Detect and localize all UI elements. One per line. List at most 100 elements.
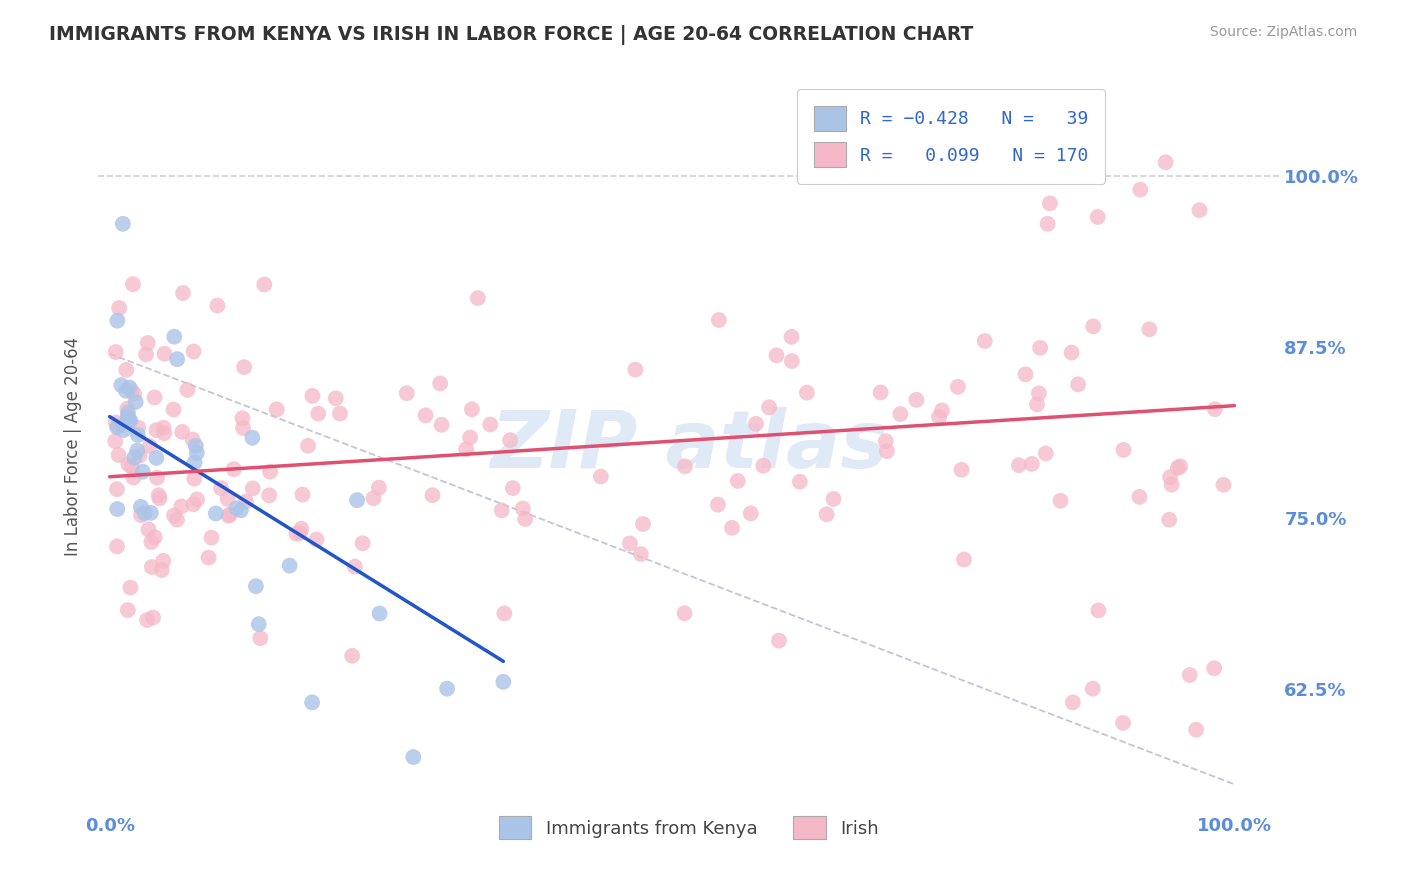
Point	[707, 313, 730, 327]
Point	[105, 482, 128, 496]
Point	[183, 497, 205, 511]
Point	[1137, 322, 1160, 336]
Point	[415, 409, 437, 423]
Point	[346, 493, 368, 508]
Point	[105, 540, 128, 554]
Point	[242, 482, 264, 496]
Point	[120, 384, 142, 398]
Point	[768, 633, 790, 648]
Point	[876, 444, 898, 458]
Point	[1154, 155, 1177, 169]
Point	[307, 407, 329, 421]
Point	[1049, 493, 1071, 508]
Point	[479, 417, 502, 432]
Point	[233, 360, 256, 375]
Point	[197, 550, 219, 565]
Point	[1028, 386, 1050, 401]
Point	[146, 471, 169, 485]
Point	[129, 500, 152, 514]
Point	[253, 277, 276, 292]
Point	[823, 491, 845, 506]
Point	[1039, 196, 1062, 211]
Point	[1185, 723, 1208, 737]
Point	[1035, 446, 1057, 460]
Legend: Immigrants from Kenya, Irish: Immigrants from Kenya, Irish	[485, 802, 893, 854]
Point	[105, 502, 128, 516]
Point	[1159, 513, 1181, 527]
Point	[305, 533, 328, 547]
Point	[946, 380, 969, 394]
Point	[104, 434, 127, 449]
Point	[141, 535, 163, 549]
Point	[624, 362, 647, 376]
Point	[343, 559, 366, 574]
Point	[184, 439, 207, 453]
Point	[134, 506, 156, 520]
Point	[1204, 661, 1226, 675]
Point	[152, 554, 174, 568]
Point	[368, 607, 391, 621]
Point	[1021, 457, 1043, 471]
Point	[127, 443, 149, 458]
Point	[789, 475, 811, 489]
Point	[467, 291, 489, 305]
Y-axis label: In Labor Force | Age 20-64: In Labor Force | Age 20-64	[65, 336, 83, 556]
Point	[172, 425, 194, 439]
Point	[875, 434, 897, 449]
Point	[928, 410, 950, 425]
Point	[905, 392, 928, 407]
Point	[132, 465, 155, 479]
Point	[869, 385, 891, 400]
Point	[104, 416, 127, 430]
Point	[136, 335, 159, 350]
Point	[143, 530, 166, 544]
Point	[422, 488, 444, 502]
Point	[291, 488, 314, 502]
Point	[290, 522, 312, 536]
Point	[186, 446, 208, 460]
Point	[138, 439, 160, 453]
Point	[458, 431, 481, 445]
Point	[402, 750, 425, 764]
Point	[1160, 477, 1182, 491]
Point	[117, 401, 139, 416]
Point	[288, 526, 311, 541]
Point	[183, 455, 205, 469]
Point	[494, 607, 516, 621]
Point	[153, 347, 176, 361]
Point	[115, 384, 138, 398]
Point	[285, 526, 308, 541]
Point	[120, 414, 142, 428]
Point	[183, 344, 205, 359]
Point	[1129, 183, 1152, 197]
Point	[1083, 319, 1105, 334]
Point	[200, 531, 222, 545]
Point	[209, 481, 232, 495]
Point	[619, 536, 641, 550]
Point	[186, 492, 208, 507]
Point	[153, 426, 176, 441]
Text: ZIP atlas: ZIP atlas	[489, 407, 889, 485]
Point	[207, 299, 229, 313]
Text: IMMIGRANTS FROM KENYA VS IRISH IN LABOR FORCE | AGE 20-64 CORRELATION CHART: IMMIGRANTS FROM KENYA VS IRISH IN LABOR …	[49, 25, 973, 45]
Point	[145, 423, 167, 437]
Point	[136, 613, 159, 627]
Point	[111, 217, 134, 231]
Point	[1178, 668, 1201, 682]
Point	[107, 419, 129, 434]
Point	[183, 472, 205, 486]
Point	[1212, 477, 1234, 491]
Point	[278, 558, 301, 573]
Point	[117, 410, 139, 425]
Point	[1010, 162, 1032, 177]
Point	[780, 354, 803, 368]
Point	[122, 277, 145, 292]
Point	[395, 386, 418, 401]
Point	[229, 503, 252, 517]
Point	[163, 329, 186, 343]
Point	[257, 488, 280, 502]
Point	[127, 428, 149, 442]
Point	[297, 439, 319, 453]
Point	[491, 503, 513, 517]
Point	[721, 521, 744, 535]
